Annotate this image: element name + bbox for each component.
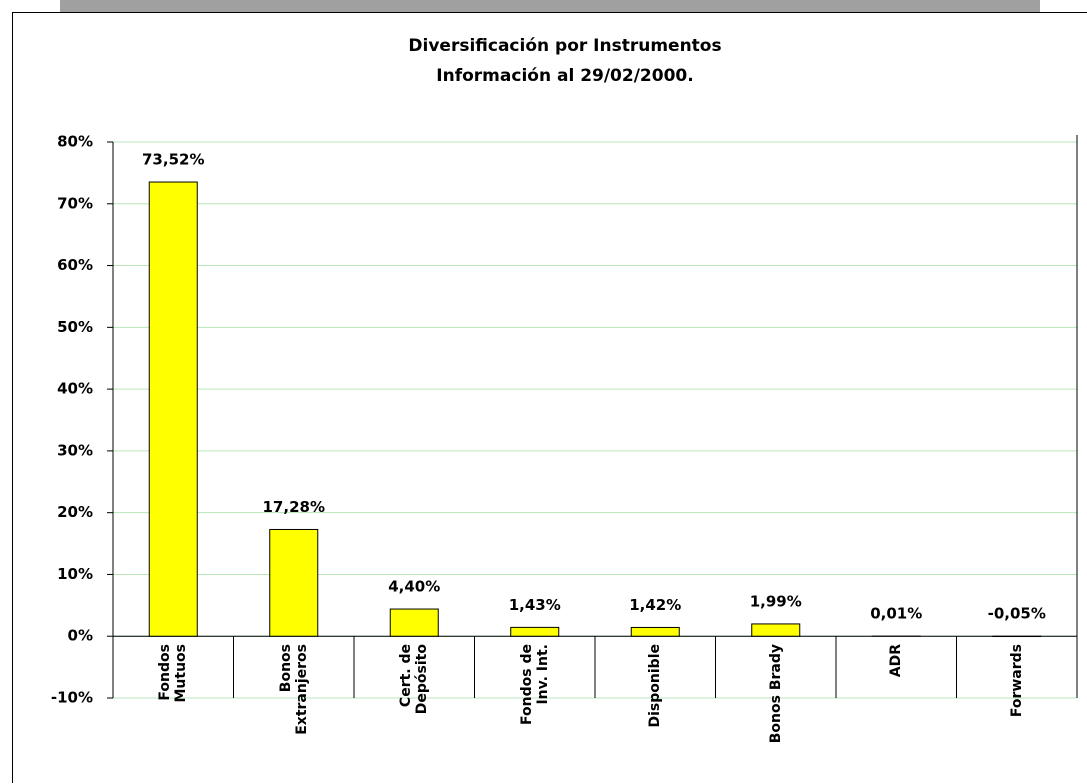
- value-label: 1,43%: [509, 596, 561, 614]
- x-tick-label: Disponible: [647, 644, 663, 784]
- y-tick-label: 80%: [57, 133, 93, 151]
- bar: [511, 627, 559, 636]
- bar: [631, 627, 679, 636]
- y-tick-label: 0%: [68, 627, 93, 645]
- value-label: 0,01%: [870, 605, 922, 623]
- bar: [149, 182, 197, 636]
- y-tick-label: 10%: [57, 565, 93, 583]
- value-label: 4,40%: [388, 578, 440, 596]
- bar: [752, 624, 800, 636]
- top-bar: [60, 0, 1040, 12]
- value-label: 1,42%: [629, 596, 681, 614]
- x-tick-label: ADR: [888, 644, 904, 784]
- chart-subtitle: Información al 29/02/2000.: [436, 66, 693, 86]
- y-tick-label: 30%: [57, 441, 93, 459]
- value-label: 17,28%: [263, 498, 325, 516]
- x-tick-label: Fondos de Inv. Int.: [519, 644, 551, 784]
- y-tick-label: -10%: [51, 689, 93, 707]
- y-tick-label: 60%: [57, 256, 93, 274]
- x-tick-label: Bonos Extranjeros: [278, 644, 310, 784]
- x-tick-label: Fondos Mutuos: [157, 644, 189, 784]
- value-label: 73,52%: [142, 151, 204, 169]
- y-tick-label: 70%: [57, 194, 93, 212]
- bar: [390, 609, 438, 636]
- chart-title: Diversificación por Instrumentos: [408, 36, 721, 56]
- x-tick-label: Forwards: [1009, 644, 1025, 784]
- bar: [270, 529, 318, 636]
- x-tick-label: Bonos Brady: [768, 644, 784, 784]
- value-label: -0,05%: [988, 605, 1046, 623]
- y-tick-label: 40%: [57, 380, 93, 398]
- value-label: 1,99%: [750, 592, 802, 610]
- y-tick-label: 50%: [57, 318, 93, 336]
- y-tick-label: 20%: [57, 503, 93, 521]
- x-tick-label: Cert. de Depósito: [398, 644, 430, 784]
